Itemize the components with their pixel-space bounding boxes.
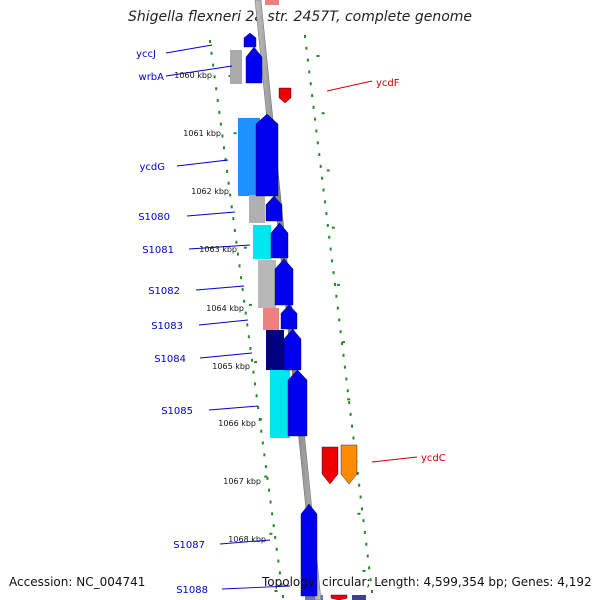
gene-arrow-forward [243,32,257,48]
feature-block [266,330,284,370]
gene-label: S1088 [176,585,208,596]
outer-ring-dotted-right [304,35,373,593]
feature-block [265,0,279,5]
label-leader [186,211,236,217]
feature-block [238,118,260,196]
gene-label: ycdC [421,453,446,464]
gene-arrow-reverse [278,87,292,104]
label-leader [221,585,291,590]
feature-block [305,595,323,600]
gene-arrow-forward [274,258,294,306]
scale-label: 1068 kbp [228,535,266,544]
label-leader [199,352,253,359]
scale-labels: 1060 kbp 1061 kbp 1062 kbp 1063 kbp 1064 kbp… [174,71,266,544]
gene-arrows [243,32,358,600]
label-leader [195,285,245,291]
scale-label: 1060 kbp [174,71,212,80]
gene-arrow-forward [255,113,279,197]
feature-block [249,195,265,223]
feature-block [230,50,242,84]
gene-arrow-reverse [340,444,358,485]
topology-text: Topology: circular; Length: 4,599,354 bp… [262,575,592,589]
scale-label: 1065 kbp [212,362,250,371]
gene-arrow-forward [283,328,302,371]
scale-label: 1062 kbp [191,187,229,196]
gene-label: S1083 [151,321,183,332]
gene-label: yccJ [136,49,156,60]
gene-arrow-forward [270,222,289,259]
gene-label: S1080 [138,212,170,223]
gene-label: S1087 [173,540,205,551]
gene-arrow-reverse [330,594,348,600]
feature-block [258,260,276,308]
label-leader [198,319,249,326]
right-track-dotted-edge [316,55,366,572]
gene-label: ycdF [376,78,400,89]
label-leader [208,405,259,411]
scale-label: 1067 kbp [223,477,261,486]
feature-blocks [230,0,366,600]
scale-label: 1063 kbp [199,245,237,254]
gene-label: ycdG [139,162,165,173]
label-leader [188,244,251,250]
gene-arrow-reverse [321,446,339,485]
gene-arrow-forward [245,46,263,84]
label-leader [219,539,271,545]
label-leader [165,65,233,77]
label-leader-lines [165,44,418,590]
label-leader [326,80,373,92]
label-leader [371,456,418,463]
gene-arrow-forward [300,503,318,597]
label-leader [165,44,213,54]
genome-title: Shigella flexneri 2a str. 2457T, complet… [127,9,473,25]
gene-arrow-forward [280,304,298,330]
scale-label: 1061 kbp [183,129,221,138]
feature-block [263,308,279,330]
gene-label: S1085 [161,406,193,417]
feature-block [270,370,290,438]
scale-label: 1064 kbp [206,304,244,313]
accession-text: Accession: NC_004741 [9,575,146,589]
gene-label: wrbA [139,72,165,83]
gene-label: S1084 [154,354,186,365]
label-leader [176,159,229,167]
gene-labels: yccJ wrbA ycdG S1080 S1081 S1082 S1083 S1084 S10… [136,49,446,596]
gene-arrow-forward [265,195,283,222]
gene-label: S1082 [148,286,180,297]
gene-arrow-forward [287,369,308,437]
scale-label: 1066 kbp [218,419,256,428]
feature-block [352,595,366,600]
gene-label: S1081 [142,245,174,256]
feature-block [253,225,271,259]
